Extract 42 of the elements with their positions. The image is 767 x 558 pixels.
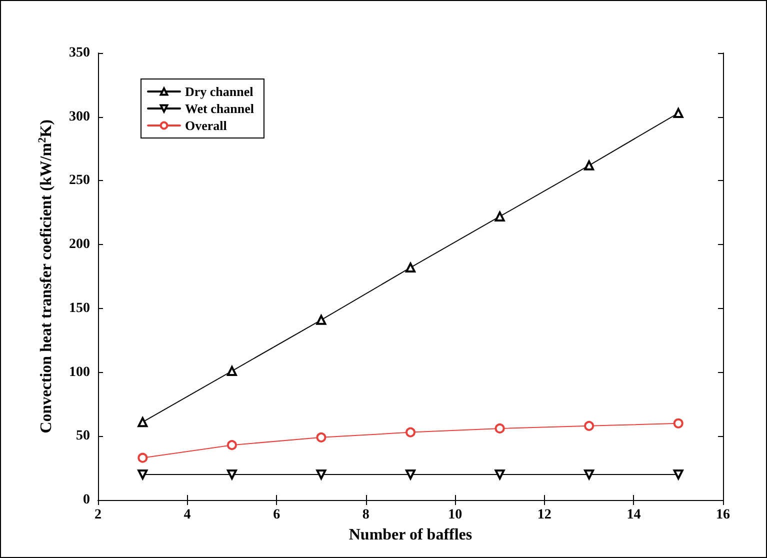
legend-label: Overall	[185, 118, 228, 133]
y-tick-label: 50	[76, 428, 90, 444]
point	[406, 262, 416, 273]
point	[584, 420, 594, 431]
legend-label: Dry channel	[185, 84, 254, 99]
point	[494, 469, 505, 480]
point	[494, 211, 505, 222]
point	[138, 417, 148, 428]
x-tick-label: 10	[448, 508, 462, 522]
point	[673, 469, 684, 480]
point	[406, 469, 416, 480]
x-tick-label: 4	[184, 508, 191, 522]
point	[226, 440, 237, 450]
point	[673, 108, 684, 118]
x-tick-label: 14	[626, 508, 641, 522]
x-axis-title: Number of baffles	[348, 526, 472, 544]
y-tick-label: 200	[69, 237, 90, 252]
point	[406, 427, 416, 438]
legend-label: Wet channel	[185, 101, 254, 116]
point	[316, 469, 326, 480]
point	[138, 452, 148, 463]
x-tick-label: 12	[537, 508, 552, 522]
x-tick-label: 16	[716, 508, 730, 522]
y-tick-label: 0	[83, 492, 90, 508]
x-tick-label: 6	[273, 508, 280, 522]
point	[138, 469, 148, 480]
point	[584, 160, 594, 170]
point	[226, 469, 237, 480]
point	[316, 432, 326, 442]
x-tick-label: 2	[94, 508, 102, 522]
y-tick-label: 350	[69, 46, 90, 60]
point	[584, 469, 594, 480]
y-tick-label: 300	[69, 109, 90, 124]
y-axis-title: Convection heat transfer coeficient (kW/m2K)	[36, 120, 55, 434]
point	[316, 314, 326, 325]
y-tick-label: 250	[69, 173, 90, 188]
point	[494, 423, 505, 434]
point	[226, 366, 237, 376]
x-tick-label: 8	[362, 508, 370, 522]
y-tick-label: 100	[69, 364, 90, 380]
point	[673, 418, 684, 428]
y-tick-label: 150	[69, 300, 90, 316]
